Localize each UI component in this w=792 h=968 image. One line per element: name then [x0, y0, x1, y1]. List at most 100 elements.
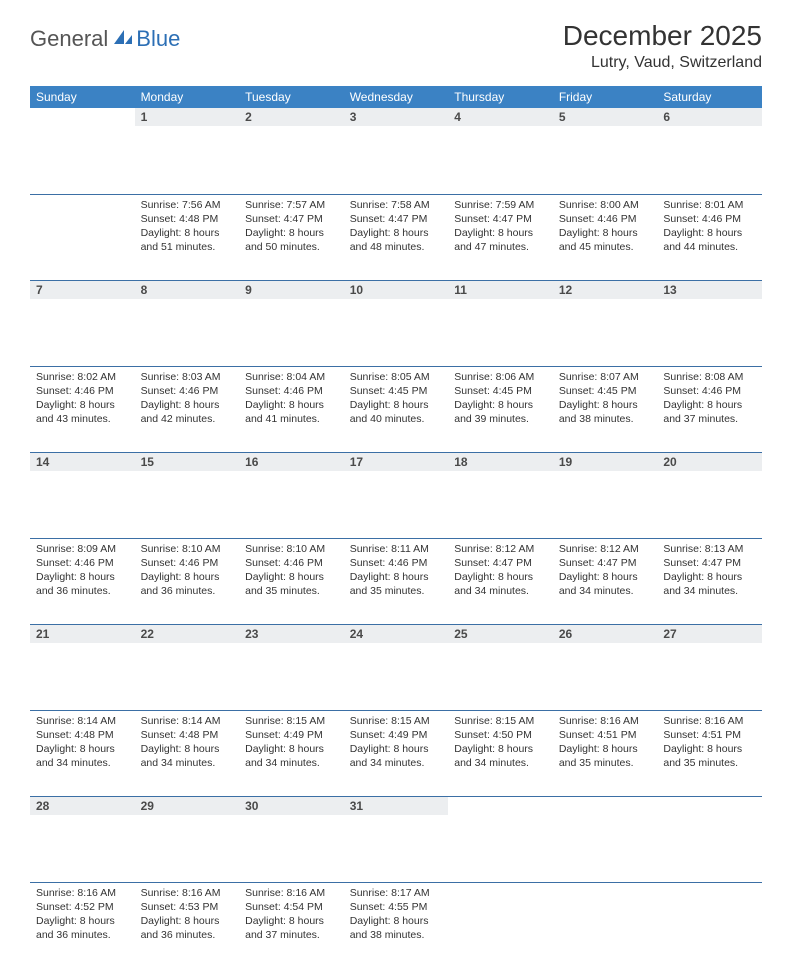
sunset-line: Sunset: 4:47 PM: [245, 212, 338, 226]
sunset-line: Sunset: 4:46 PM: [559, 212, 652, 226]
sunrise-line: Sunrise: 8:15 AM: [245, 714, 338, 728]
day-content-cell: [30, 194, 135, 280]
sunrise-line: Sunrise: 8:01 AM: [663, 198, 756, 212]
day-content: Sunrise: 8:12 AMSunset: 4:47 PMDaylight:…: [553, 539, 658, 605]
day-number-cell: 25: [448, 624, 553, 710]
sunrise-line: Sunrise: 8:10 AM: [245, 542, 338, 556]
daylight-line: Daylight: 8 hours and 34 minutes.: [141, 742, 234, 770]
sunset-line: Sunset: 4:46 PM: [663, 212, 756, 226]
day-content: [657, 883, 762, 892]
day-content: Sunrise: 7:56 AMSunset: 4:48 PMDaylight:…: [135, 195, 240, 261]
sunset-line: Sunset: 4:46 PM: [663, 384, 756, 398]
day-number: [448, 797, 553, 815]
day-content-cell: Sunrise: 8:09 AMSunset: 4:46 PMDaylight:…: [30, 538, 135, 624]
daylight-line: Daylight: 8 hours and 51 minutes.: [141, 226, 234, 254]
sunrise-line: Sunrise: 8:16 AM: [559, 714, 652, 728]
sunset-line: Sunset: 4:45 PM: [559, 384, 652, 398]
day-number-cell: 4: [448, 108, 553, 194]
day-content-cell: Sunrise: 8:01 AMSunset: 4:46 PMDaylight:…: [657, 194, 762, 280]
day-number: 17: [344, 453, 449, 471]
sunrise-line: Sunrise: 8:02 AM: [36, 370, 129, 384]
day-number-cell: 8: [135, 280, 240, 366]
day-number: 1: [135, 108, 240, 126]
day-content-cell: Sunrise: 8:17 AMSunset: 4:55 PMDaylight:…: [344, 882, 449, 968]
day-number: 12: [553, 281, 658, 299]
day-content: Sunrise: 8:03 AMSunset: 4:46 PMDaylight:…: [135, 367, 240, 433]
day-number-cell: [553, 796, 658, 882]
day-content-cell: Sunrise: 8:12 AMSunset: 4:47 PMDaylight:…: [448, 538, 553, 624]
day-number: 18: [448, 453, 553, 471]
day-content-cell: Sunrise: 8:05 AMSunset: 4:45 PMDaylight:…: [344, 366, 449, 452]
header-right: December 2025 Lutry, Vaud, Switzerland: [563, 20, 762, 72]
daylight-line: Daylight: 8 hours and 50 minutes.: [245, 226, 338, 254]
day-content-cell: Sunrise: 8:11 AMSunset: 4:46 PMDaylight:…: [344, 538, 449, 624]
day-number-cell: [30, 108, 135, 194]
day-number-cell: 1: [135, 108, 240, 194]
day-content: [448, 883, 553, 892]
day-number: 23: [239, 625, 344, 643]
day-content: Sunrise: 8:08 AMSunset: 4:46 PMDaylight:…: [657, 367, 762, 433]
day-number-cell: 27: [657, 624, 762, 710]
day-content-cell: Sunrise: 7:57 AMSunset: 4:47 PMDaylight:…: [239, 194, 344, 280]
calendar-table: SundayMondayTuesdayWednesdayThursdayFrid…: [30, 86, 762, 968]
day-number: 7: [30, 281, 135, 299]
daylight-line: Daylight: 8 hours and 39 minutes.: [454, 398, 547, 426]
day-number: [553, 797, 658, 815]
day-content-cell: Sunrise: 8:14 AMSunset: 4:48 PMDaylight:…: [135, 710, 240, 796]
sunrise-line: Sunrise: 8:03 AM: [141, 370, 234, 384]
sunrise-line: Sunrise: 8:12 AM: [454, 542, 547, 556]
day-content: Sunrise: 8:09 AMSunset: 4:46 PMDaylight:…: [30, 539, 135, 605]
daylight-line: Daylight: 8 hours and 34 minutes.: [454, 742, 547, 770]
day-content: Sunrise: 8:14 AMSunset: 4:48 PMDaylight:…: [135, 711, 240, 777]
day-content: Sunrise: 8:16 AMSunset: 4:51 PMDaylight:…: [657, 711, 762, 777]
sunrise-line: Sunrise: 7:57 AM: [245, 198, 338, 212]
day-number-cell: 7: [30, 280, 135, 366]
sunset-line: Sunset: 4:49 PM: [350, 728, 443, 742]
day-number-cell: 11: [448, 280, 553, 366]
sunset-line: Sunset: 4:47 PM: [454, 556, 547, 570]
day-number-cell: 19: [553, 452, 658, 538]
daylight-line: Daylight: 8 hours and 37 minutes.: [245, 914, 338, 942]
day-number: 10: [344, 281, 449, 299]
sunrise-line: Sunrise: 8:09 AM: [36, 542, 129, 556]
daylight-line: Daylight: 8 hours and 41 minutes.: [245, 398, 338, 426]
sunset-line: Sunset: 4:53 PM: [141, 900, 234, 914]
day-number-cell: 29: [135, 796, 240, 882]
day-content-cell: Sunrise: 8:16 AMSunset: 4:54 PMDaylight:…: [239, 882, 344, 968]
day-content: Sunrise: 8:16 AMSunset: 4:51 PMDaylight:…: [553, 711, 658, 777]
logo-text-blue: Blue: [136, 26, 180, 52]
day-number-cell: 22: [135, 624, 240, 710]
day-content-cell: Sunrise: 8:07 AMSunset: 4:45 PMDaylight:…: [553, 366, 658, 452]
weekday-header: Wednesday: [344, 86, 449, 108]
sunrise-line: Sunrise: 7:59 AM: [454, 198, 547, 212]
day-number-cell: 5: [553, 108, 658, 194]
sunset-line: Sunset: 4:47 PM: [559, 556, 652, 570]
day-content: Sunrise: 8:15 AMSunset: 4:50 PMDaylight:…: [448, 711, 553, 777]
sunrise-line: Sunrise: 8:11 AM: [350, 542, 443, 556]
day-number-cell: 18: [448, 452, 553, 538]
sunrise-line: Sunrise: 8:05 AM: [350, 370, 443, 384]
header: General Blue December 2025 Lutry, Vaud, …: [30, 20, 762, 72]
day-number-cell: 24: [344, 624, 449, 710]
day-content: Sunrise: 7:57 AMSunset: 4:47 PMDaylight:…: [239, 195, 344, 261]
weekday-header: Tuesday: [239, 86, 344, 108]
daylight-line: Daylight: 8 hours and 36 minutes.: [141, 914, 234, 942]
day-content: Sunrise: 8:11 AMSunset: 4:46 PMDaylight:…: [344, 539, 449, 605]
daylight-line: Daylight: 8 hours and 34 minutes.: [36, 742, 129, 770]
calendar-body: 123456Sunrise: 7:56 AMSunset: 4:48 PMDay…: [30, 108, 762, 968]
day-content-cell: Sunrise: 8:00 AMSunset: 4:46 PMDaylight:…: [553, 194, 658, 280]
day-number: 21: [30, 625, 135, 643]
day-content: Sunrise: 8:07 AMSunset: 4:45 PMDaylight:…: [553, 367, 658, 433]
day-content: Sunrise: 8:01 AMSunset: 4:46 PMDaylight:…: [657, 195, 762, 261]
daylight-line: Daylight: 8 hours and 36 minutes.: [36, 914, 129, 942]
sunrise-line: Sunrise: 8:10 AM: [141, 542, 234, 556]
sunrise-line: Sunrise: 8:15 AM: [454, 714, 547, 728]
sunrise-line: Sunrise: 8:16 AM: [663, 714, 756, 728]
day-content-cell: [448, 882, 553, 968]
daylight-line: Daylight: 8 hours and 35 minutes.: [559, 742, 652, 770]
day-number-cell: 15: [135, 452, 240, 538]
day-content: Sunrise: 8:13 AMSunset: 4:47 PMDaylight:…: [657, 539, 762, 605]
sunset-line: Sunset: 4:52 PM: [36, 900, 129, 914]
day-number: 5: [553, 108, 658, 126]
day-number-cell: 21: [30, 624, 135, 710]
